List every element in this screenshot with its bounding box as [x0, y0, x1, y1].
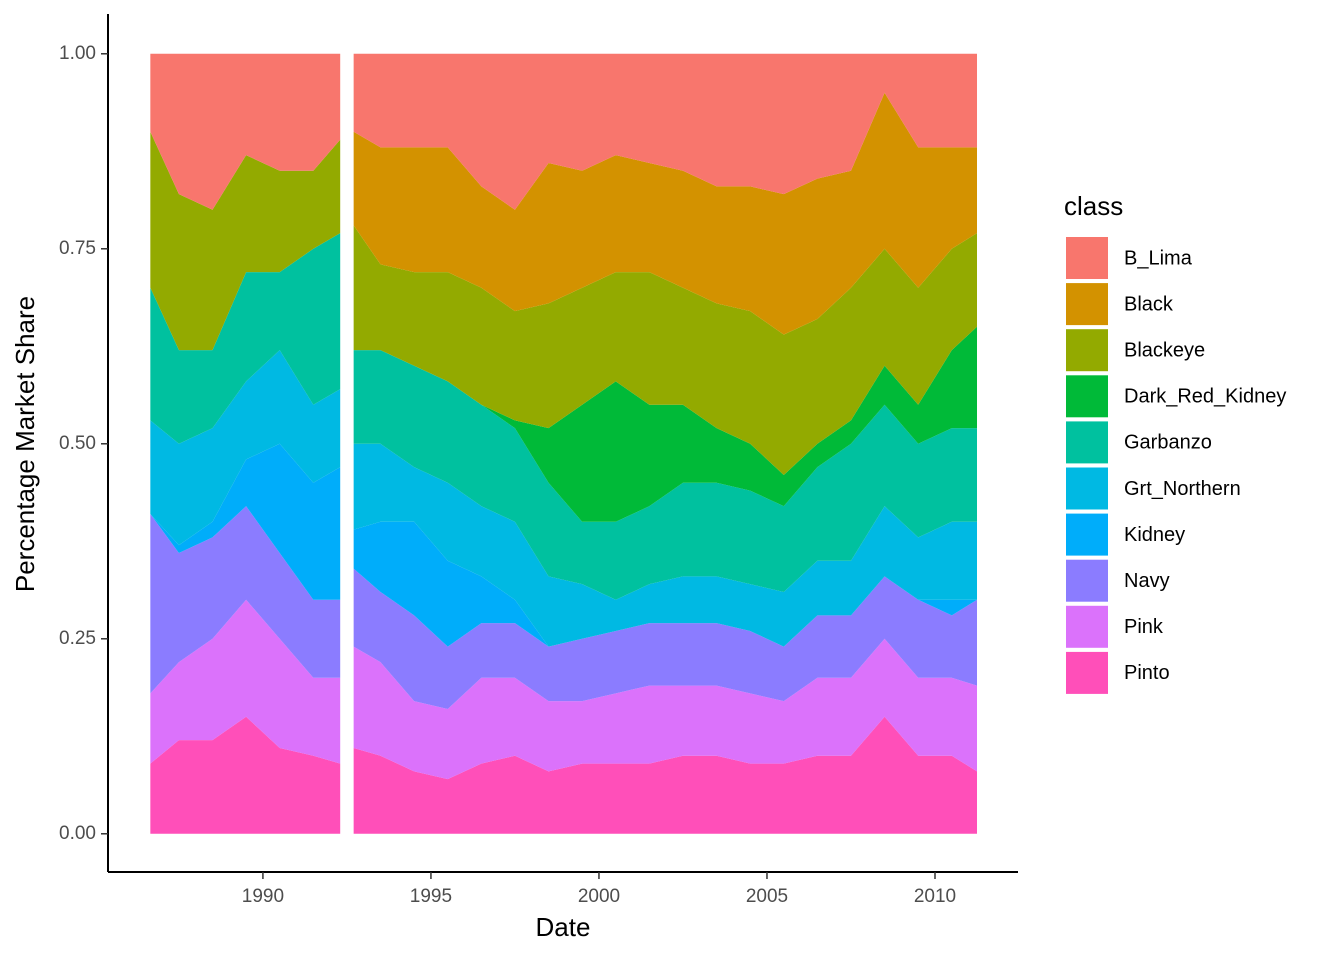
legend-label: Black — [1124, 293, 1174, 315]
x-tick-label: 2000 — [578, 886, 620, 907]
legend-key — [1066, 375, 1108, 418]
y-axis-title: Percentage Market Share — [10, 296, 40, 592]
area — [150, 92, 978, 335]
legend-key — [1066, 329, 1108, 372]
area — [150, 53, 978, 210]
legend-key — [1066, 605, 1108, 648]
legend-key — [1066, 421, 1108, 464]
area — [150, 443, 978, 647]
legend-label: Blackeye — [1124, 339, 1205, 361]
legend-label: Kidney — [1124, 524, 1185, 546]
x-tick-label: 1995 — [410, 886, 452, 907]
area — [150, 233, 978, 522]
x-axis-title: Date — [536, 912, 591, 942]
legend-title: class — [1064, 191, 1123, 221]
y-tick-label: 0.75 — [59, 238, 96, 259]
legend-label: Pinto — [1124, 662, 1170, 684]
legend-label: Pink — [1124, 616, 1164, 638]
area — [150, 233, 978, 600]
legend-key — [1066, 651, 1108, 694]
y-tick-label: 1.00 — [59, 43, 96, 64]
legend-label: Garbanzo — [1124, 432, 1212, 454]
legend-label: B_Lima — [1124, 247, 1193, 269]
legend-key — [1066, 283, 1108, 326]
legend-key — [1066, 467, 1108, 510]
x-tick-label: 2005 — [746, 886, 788, 907]
legend-key — [1066, 559, 1108, 602]
x-tick-label: 1990 — [242, 886, 284, 907]
legend-label: Navy — [1124, 570, 1170, 592]
y-tick-label: 0.00 — [59, 823, 96, 844]
y-tick-label: 0.25 — [59, 628, 96, 649]
area — [150, 131, 978, 475]
y-tick-label: 0.50 — [59, 433, 96, 454]
area — [150, 599, 978, 780]
area — [150, 716, 978, 834]
x-tick-label: 2010 — [914, 886, 956, 907]
legend-label: Dark_Red_Kidney — [1124, 386, 1286, 408]
area — [150, 350, 978, 647]
legend-label: Grt_Northern — [1124, 478, 1241, 500]
legend-key — [1066, 237, 1108, 279]
legend-key — [1066, 513, 1108, 556]
area — [150, 506, 978, 709]
